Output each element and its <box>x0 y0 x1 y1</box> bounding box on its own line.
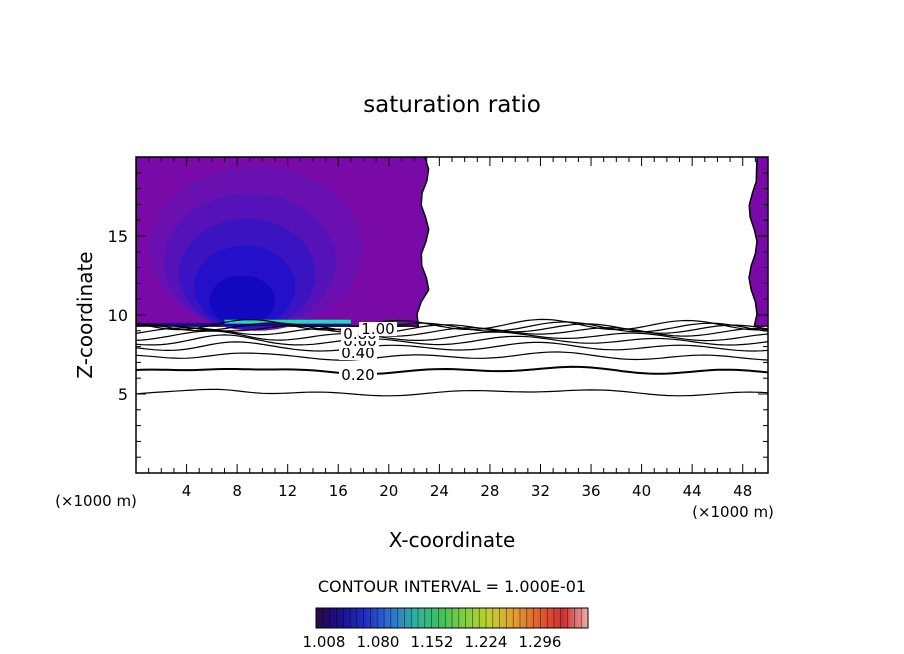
colorbar-label: 1.080 <box>357 633 400 651</box>
y-axis-ticks: 5 10 15 <box>108 172 768 458</box>
x-tick-label: 8 <box>232 482 242 500</box>
contour-label: 0.40 <box>341 344 374 362</box>
x-tick-label: 24 <box>430 482 449 500</box>
x-tick-label: 40 <box>632 482 651 500</box>
x-tick-label: 20 <box>379 482 398 500</box>
contour-label-bg <box>339 346 377 360</box>
x-tick-label: 16 <box>329 482 348 500</box>
x-axis-label: X-coordinate <box>389 528 516 552</box>
contour-line-0.50 <box>136 334 768 346</box>
colorbar-label: 1.152 <box>411 633 454 651</box>
x-tick-label: 28 <box>480 482 499 500</box>
contour-label-bg <box>359 322 397 336</box>
x-tick-label: 44 <box>683 482 702 500</box>
contour-line-0.20 <box>136 365 768 376</box>
supersaturated-region-right <box>748 157 768 327</box>
colorbar-ticks <box>315 608 589 628</box>
x-tick-label: 4 <box>182 482 192 500</box>
saturation-core-4 <box>209 275 276 327</box>
contour-label-bg <box>339 368 377 382</box>
y-axis-label: Z-coordinate <box>73 251 97 378</box>
colorbar-label: 1.296 <box>519 633 562 651</box>
contour-label: 1.00 <box>361 320 394 338</box>
colorbar-label: 1.224 <box>465 633 508 651</box>
y-tick-label: 5 <box>118 385 128 404</box>
x-tick-label: 32 <box>531 482 550 500</box>
contour-lines <box>136 318 768 397</box>
colorbar-label: 1.008 <box>303 633 346 651</box>
saturation-peak-band <box>224 319 351 324</box>
y-tick-label: 10 <box>108 306 128 325</box>
x-unit-label-right: (×1000 m) <box>692 503 774 521</box>
x-tick-label: 12 <box>278 482 297 500</box>
contour-line-0.40 <box>136 341 768 352</box>
contour-line-1.00 <box>136 318 768 331</box>
y-tick-label: 15 <box>108 227 128 246</box>
contour-interval-label: CONTOUR INTERVAL = 1.000E-01 <box>318 577 586 596</box>
x-tick-label: 48 <box>733 482 752 500</box>
contour-line-0.70 <box>136 327 768 337</box>
saturation-base-band <box>136 322 351 327</box>
contour-labels: 0.200.400.600.801.00 <box>339 320 397 384</box>
contour-line-0.10 <box>136 388 768 397</box>
x-unit-label-left: (×1000 m) <box>55 492 137 510</box>
contour-line-0.30 <box>136 351 768 361</box>
colorbar-labels: 1.008 1.080 1.152 1.224 1.296 <box>303 633 562 651</box>
chart-title: saturation ratio <box>363 92 541 118</box>
contour-label: 0.20 <box>341 366 374 384</box>
contour-line-0.60 <box>136 330 768 342</box>
contour-line-0.90 <box>136 321 768 333</box>
x-tick-label: 36 <box>581 482 600 500</box>
supersaturation-fill <box>136 157 768 331</box>
contour-line-0.80 <box>136 323 768 334</box>
x-axis-ticks: 4 8 12 16 20 24 28 32 36 40 44 48 <box>148 157 756 500</box>
